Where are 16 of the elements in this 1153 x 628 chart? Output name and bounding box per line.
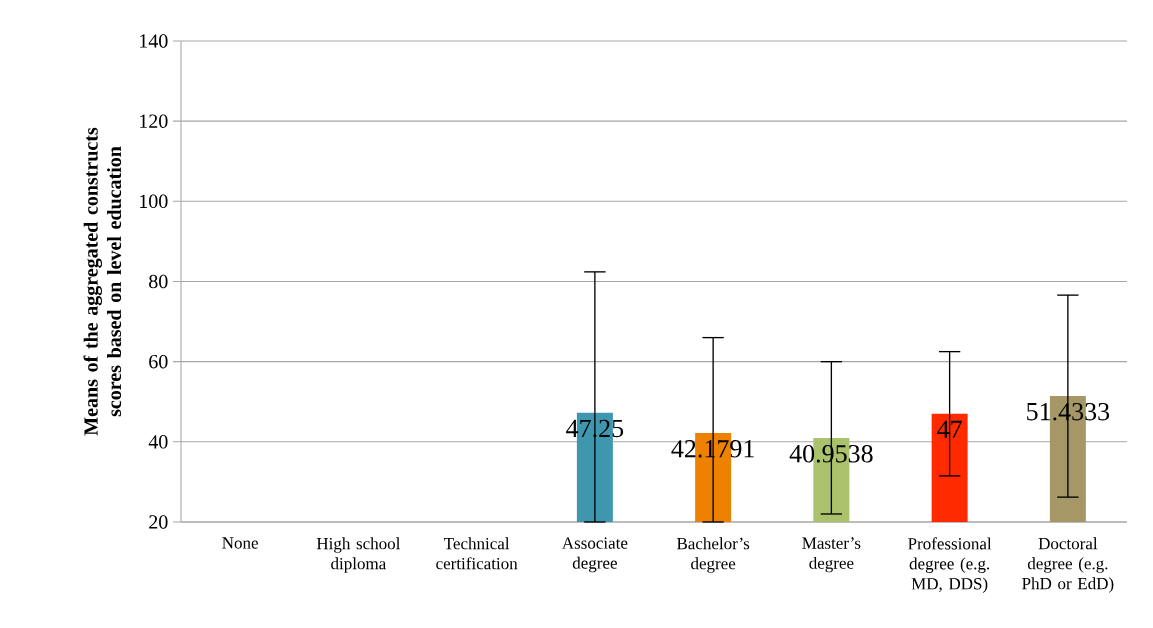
y-tick-label: 120 [140, 114, 168, 128]
y-tick-label: 20 [149, 515, 168, 529]
y-tick-label: 80 [149, 274, 168, 289]
x-tick-label: Professional degree (e.g. MD, DDS) [908, 537, 992, 593]
x-tick-label: None [222, 537, 258, 549]
x-tick-label: Associate degree [562, 537, 628, 573]
x-tick-label: High school diploma [316, 537, 401, 573]
x-tick-label: Master’s degree [802, 537, 861, 573]
x-tick-label: Technical certification [436, 537, 518, 570]
y-tick-label: 60 [149, 354, 168, 369]
y-axis-title: Means of the aggregated constructs scores based on level education [83, 127, 122, 436]
x-tick-label: Bachelor’s degree [676, 537, 750, 573]
y-tick-label: 140 [140, 34, 168, 48]
y-tick-label: 100 [140, 194, 168, 209]
y-tick-label: 40 [148, 435, 168, 449]
x-tick-label: Doctoral degree (e.g. PhD or EdD) [1022, 537, 1114, 593]
